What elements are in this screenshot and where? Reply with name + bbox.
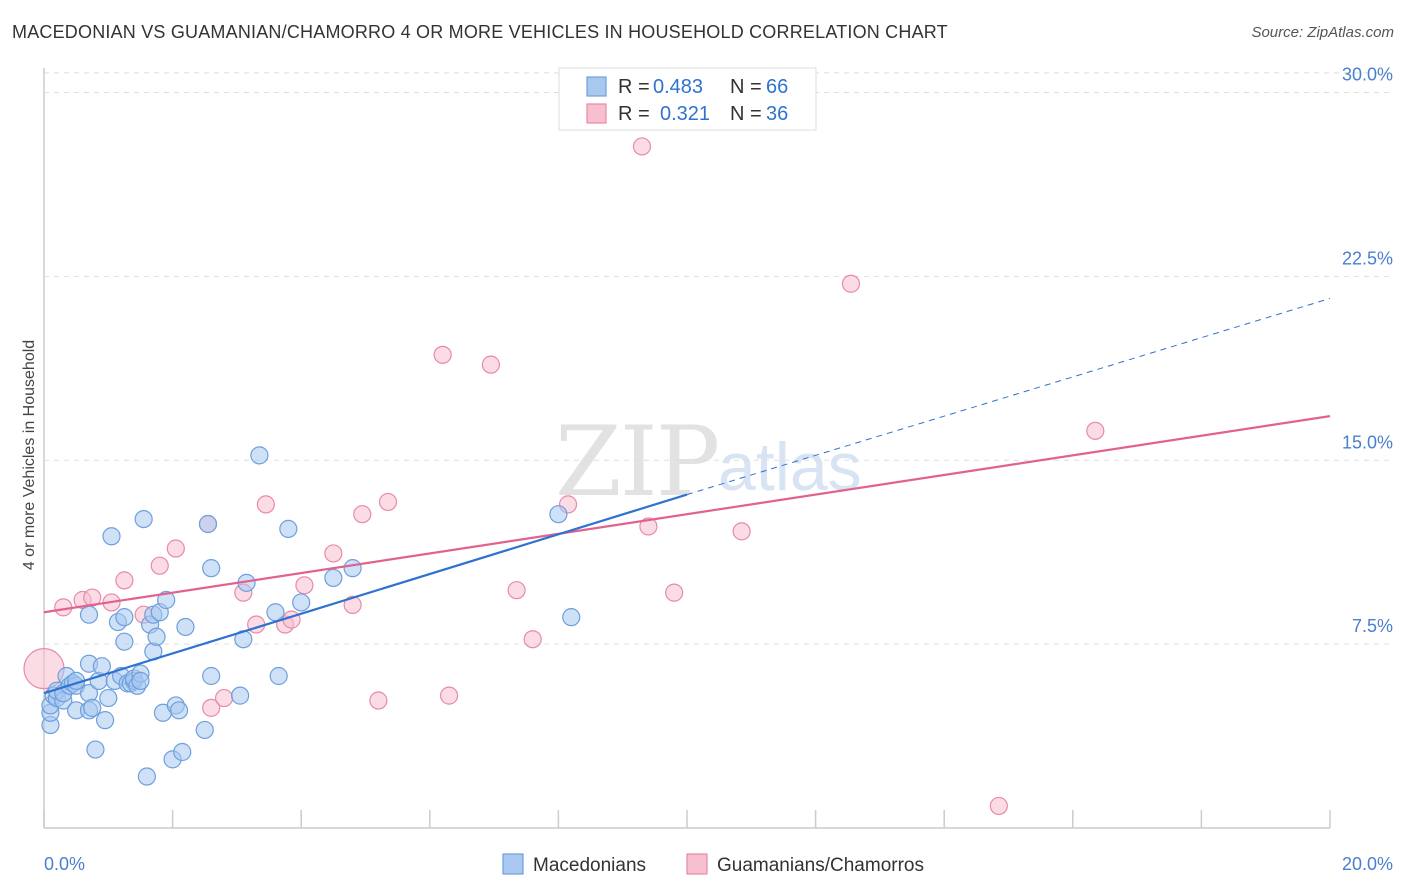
guamanian-point xyxy=(166,539,185,558)
guamanian-point xyxy=(295,576,314,595)
macedonian-point xyxy=(202,666,221,686)
guamanian-point xyxy=(639,517,658,536)
trend-lines xyxy=(43,297,1331,695)
guamanian-point xyxy=(507,581,526,600)
legend-n-value-1: 66 xyxy=(766,76,788,98)
legend-r-value-1: 0.483 xyxy=(653,76,703,98)
macedonian-point xyxy=(169,701,189,720)
guamanian-point xyxy=(1086,421,1105,440)
macedonian-point xyxy=(324,568,343,588)
series-legend-swatch-pink xyxy=(686,853,708,875)
guamanian-point xyxy=(214,688,234,708)
guamanian-point xyxy=(632,137,652,156)
stats-legend: R = 0.483 N = 66 R = 0.321 N = 36 xyxy=(558,67,817,131)
macedonian-point xyxy=(562,608,581,627)
legend-n-label-2: N = xyxy=(730,103,762,125)
series-legend: Macedonians Guamanians/Chamorros xyxy=(502,853,924,876)
macedonian-trend-extension xyxy=(686,297,1331,496)
macedonian-point xyxy=(231,686,250,705)
guamanian-point xyxy=(481,355,500,374)
guamanian-point xyxy=(369,691,388,710)
y-tick-label: 7.5% xyxy=(1352,616,1393,636)
legend-r-value-2: 0.321 xyxy=(660,103,710,125)
series-legend-label-pink: Guamanians/Chamorros xyxy=(717,855,924,876)
guamanian-point xyxy=(439,686,459,705)
macedonian-point xyxy=(115,632,134,651)
macedonian-point xyxy=(131,671,150,691)
guamanian-point xyxy=(433,345,452,364)
source-label: Source: ZipAtlas.com xyxy=(1251,24,1394,41)
macedonian-point xyxy=(137,767,156,786)
macedonian-point xyxy=(134,509,153,529)
guamanian-point xyxy=(523,630,542,649)
legend-n-label-1: N = xyxy=(730,76,762,98)
legend-swatch-blue xyxy=(586,76,607,97)
watermark-atlas: atlas xyxy=(718,429,862,505)
guamanian-point xyxy=(324,544,343,563)
macedonian-point xyxy=(343,559,362,578)
chart-title: MACEDONIAN VS GUAMANIAN/CHAMORRO 4 OR MO… xyxy=(12,22,948,42)
y-tick-label: 30.0% xyxy=(1342,65,1393,85)
legend-n-value-2: 36 xyxy=(766,103,788,125)
series-legend-swatch-blue xyxy=(502,853,524,875)
macedonian-point xyxy=(92,657,111,676)
x-tick-label-min: 0.0% xyxy=(44,854,85,874)
macedonian-point xyxy=(157,590,176,610)
macedonian-point xyxy=(83,698,102,717)
series-legend-label-blue: Macedonians xyxy=(533,855,646,876)
x-tick-label-max: 20.0% xyxy=(1342,854,1393,874)
guamanian-trend-line xyxy=(43,415,1331,614)
macedonian-point xyxy=(202,559,221,578)
guamanian-point xyxy=(256,495,275,514)
macedonian-point xyxy=(549,505,568,524)
macedonian-point xyxy=(79,605,99,624)
macedonian-point xyxy=(269,666,288,686)
macedonian-point xyxy=(173,742,192,762)
macedonian-point xyxy=(195,720,214,740)
guamanian-point xyxy=(732,522,751,541)
guamanian-point xyxy=(150,556,169,575)
macedonian-points xyxy=(41,446,581,786)
guamanian-point xyxy=(841,274,861,293)
grid-lines xyxy=(44,72,1392,645)
guamanian-point xyxy=(115,571,134,590)
guamanian-points xyxy=(23,137,1105,816)
macedonian-point xyxy=(198,514,218,534)
watermark-zip: ZIP xyxy=(555,406,718,518)
guamanian-point xyxy=(378,492,398,512)
macedonian-point xyxy=(266,603,285,622)
legend-r-label-1: R = xyxy=(618,76,650,98)
guamanian-point xyxy=(665,583,684,602)
legend-swatch-pink xyxy=(586,103,607,124)
legend-r-label-2: R = xyxy=(618,103,650,125)
guamanian-point xyxy=(202,698,221,717)
macedonian-point xyxy=(115,608,134,627)
y-tick-labels: 7.5% 15.0% 22.5% 30.0% xyxy=(1342,65,1393,637)
macedonian-point xyxy=(95,711,115,730)
macedonian-point xyxy=(176,617,195,637)
macedonian-point xyxy=(279,519,298,539)
macedonian-point xyxy=(292,593,311,612)
macedonian-point xyxy=(99,688,118,708)
macedonian-point xyxy=(102,527,121,546)
x-ticks xyxy=(43,810,1331,828)
macedonian-point xyxy=(86,740,105,759)
y-axis-label: 4 or more Vehicles in Household xyxy=(21,340,38,570)
macedonian-point xyxy=(250,446,269,465)
guamanian-point xyxy=(83,588,102,607)
guamanian-point xyxy=(989,796,1008,816)
guamanian-point xyxy=(353,505,372,524)
y-tick-label: 15.0% xyxy=(1342,432,1393,452)
macedonian-point xyxy=(147,627,166,646)
y-tick-label: 22.5% xyxy=(1342,248,1393,268)
guamanian-point xyxy=(343,595,362,615)
macedonian-trend-line xyxy=(43,493,688,695)
